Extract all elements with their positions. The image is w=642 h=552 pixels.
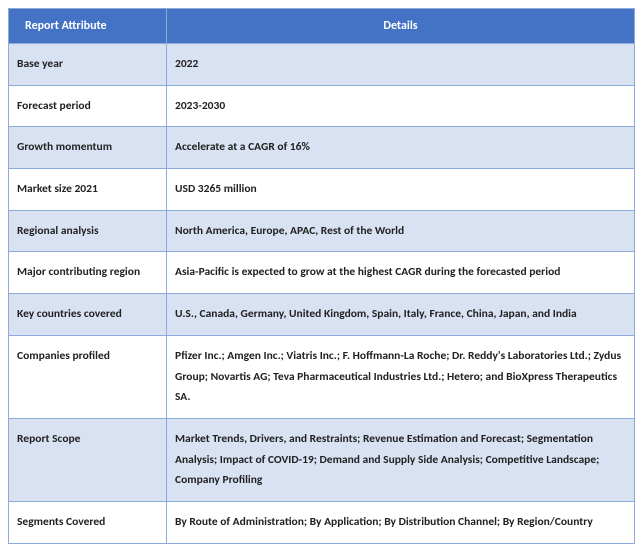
- cell-attribute: Companies profiled: [9, 335, 167, 418]
- cell-details: 2023-2030: [167, 85, 635, 127]
- cell-details: Pfizer Inc.; Amgen Inc.; Viatris Inc.; F…: [167, 335, 635, 418]
- cell-attribute: Regional analysis: [9, 210, 167, 252]
- table-row: Key countries covered U.S., Canada, Germ…: [9, 294, 635, 336]
- table-row: Base year 2022: [9, 44, 635, 86]
- table-row: Growth momentum Accelerate at a CAGR of …: [9, 127, 635, 169]
- cell-attribute: Forecast period: [9, 85, 167, 127]
- cell-details: North America, Europe, APAC, Rest of the…: [167, 210, 635, 252]
- table-row: Companies profiled Pfizer Inc.; Amgen In…: [9, 335, 635, 418]
- table-row: Regional analysis North America, Europe,…: [9, 210, 635, 252]
- table-row: Report Scope Market Trends, Drivers, and…: [9, 418, 635, 501]
- cell-details: USD 3265 million: [167, 169, 635, 211]
- cell-attribute: Market size 2021: [9, 169, 167, 211]
- cell-details: Market Trends, Drivers, and Restraints; …: [167, 418, 635, 501]
- cell-details: 2022: [167, 44, 635, 86]
- cell-attribute: Major contributing region: [9, 252, 167, 294]
- cell-attribute: Report Scope: [9, 418, 167, 501]
- cell-details: Asia-Pacific is expected to grow at the …: [167, 252, 635, 294]
- cell-details: U.S., Canada, Germany, United Kingdom, S…: [167, 294, 635, 336]
- cell-details: By Route of Administration; By Applicati…: [167, 501, 635, 543]
- table-row: Market size 2021 USD 3265 million: [9, 169, 635, 211]
- report-attributes-table: Report Attribute Details Base year 2022 …: [8, 8, 635, 544]
- cell-attribute: Key countries covered: [9, 294, 167, 336]
- header-details: Details: [167, 9, 635, 44]
- table-header-row: Report Attribute Details: [9, 9, 635, 44]
- cell-attribute: Segments Covered: [9, 501, 167, 543]
- header-attribute: Report Attribute: [9, 9, 167, 44]
- table-row: Major contributing region Asia-Pacific i…: [9, 252, 635, 294]
- cell-attribute: Growth momentum: [9, 127, 167, 169]
- cell-attribute: Base year: [9, 44, 167, 86]
- table-row: Segments Covered By Route of Administrat…: [9, 501, 635, 543]
- table-row: Forecast period 2023-2030: [9, 85, 635, 127]
- cell-details: Accelerate at a CAGR of 16%: [167, 127, 635, 169]
